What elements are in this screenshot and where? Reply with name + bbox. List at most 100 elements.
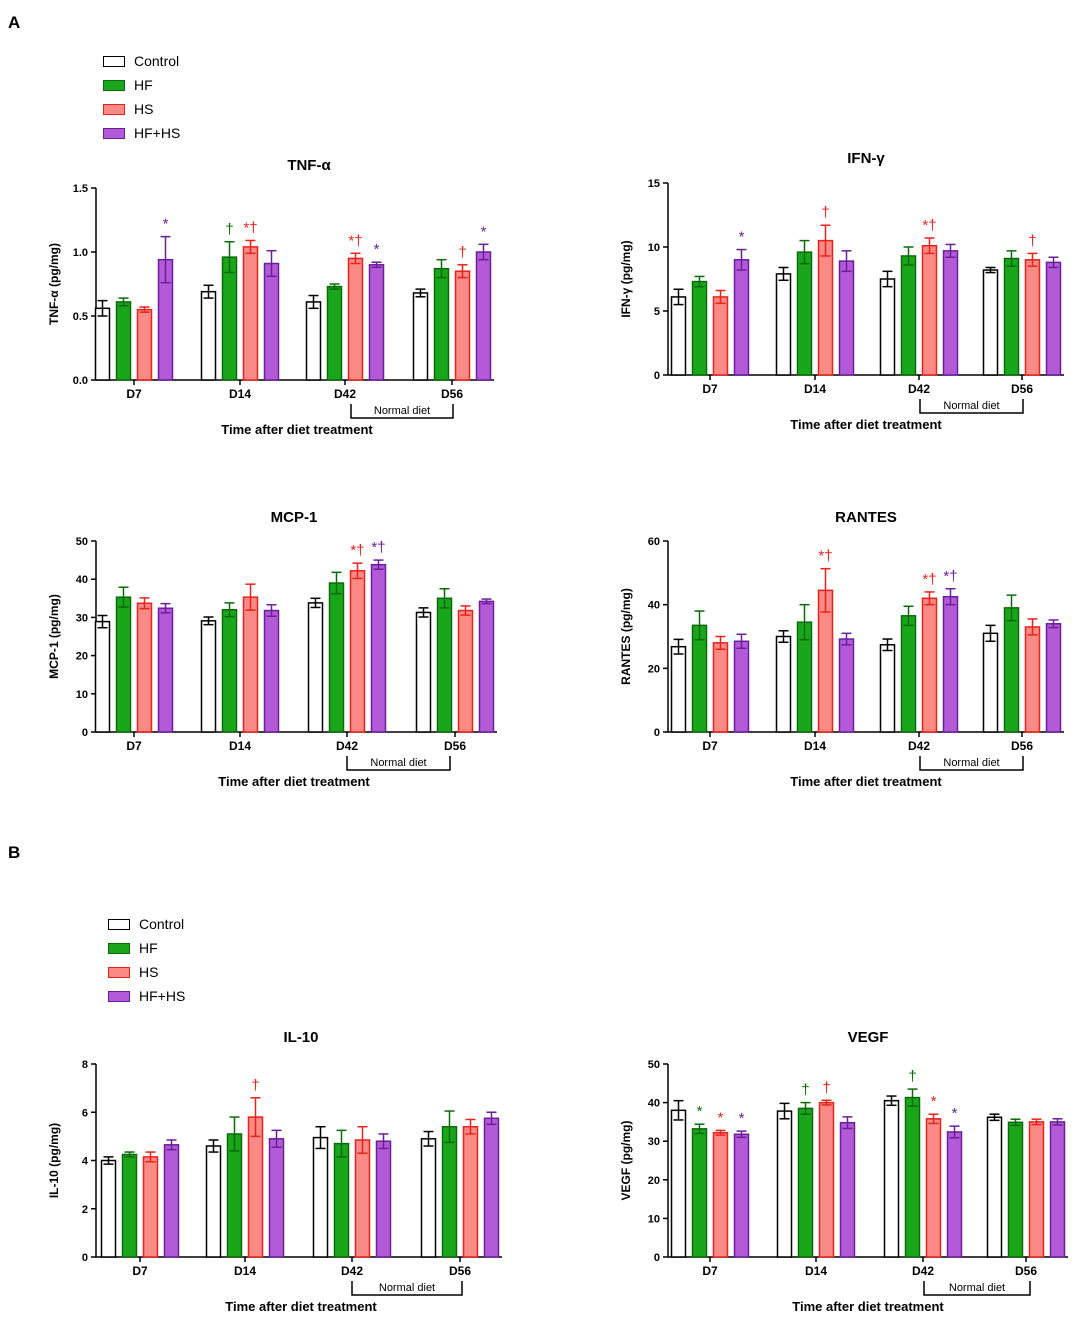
bar-hs <box>921 597 938 733</box>
x-tick-label: D7 <box>702 1264 718 1278</box>
y-tick-label: 60 <box>648 536 660 548</box>
significance-marker: * <box>718 1109 724 1126</box>
bar-hs <box>354 1139 371 1258</box>
bar-hf <box>904 1096 921 1258</box>
bar-hf-hs <box>733 259 750 376</box>
bar-hf-hs <box>733 640 750 733</box>
bar-hs <box>818 1101 835 1258</box>
significance-marker: * <box>374 241 380 258</box>
x-axis-label: Time after diet treatment <box>790 417 942 432</box>
legend-label: HF <box>139 940 158 956</box>
bar-hf <box>333 1142 350 1258</box>
x-tick-label: D7 <box>132 1264 148 1278</box>
x-tick-label: D56 <box>1011 382 1033 396</box>
chart-title: MCP-1 <box>271 509 318 526</box>
bar-hs <box>136 602 153 733</box>
bar-hf-hs <box>157 607 174 733</box>
y-tick-label: 6 <box>82 1107 88 1119</box>
significance-marker: *† <box>943 568 957 585</box>
bar-hs <box>349 570 366 733</box>
bar-hs <box>712 296 729 376</box>
bar-hf <box>115 301 132 381</box>
y-tick-label: 0 <box>654 370 660 382</box>
significance-marker: * <box>739 1110 745 1127</box>
y-tick-label: 10 <box>648 242 660 254</box>
bar-hs <box>817 239 834 376</box>
bar-control <box>670 296 687 376</box>
bar-hs <box>462 1125 479 1258</box>
x-tick-label: D7 <box>126 387 142 401</box>
bracket-label: Normal diet <box>379 1282 435 1294</box>
bar-hf-hs <box>942 250 959 376</box>
normal-diet-bracket <box>351 1281 463 1296</box>
significance-marker: † <box>458 244 466 261</box>
x-tick-label: D14 <box>234 1264 256 1278</box>
bar-hf <box>221 609 238 733</box>
legend-item-hf-hs: HF+HS <box>103 121 180 145</box>
significance-marker: *† <box>348 232 362 249</box>
bar-hf <box>691 280 708 376</box>
y-axis-label: IL-10 (pg/mg) <box>47 1123 61 1198</box>
chart-title: IFN-γ <box>847 150 885 167</box>
significance-marker: † <box>801 1082 809 1099</box>
legend-label: Control <box>134 53 180 69</box>
bar-hf-hs <box>733 1133 750 1258</box>
normal-diet-bracket <box>919 399 1024 414</box>
bar-hf <box>900 255 917 376</box>
x-tick-label: D42 <box>334 387 356 401</box>
bar-hf-hs <box>838 260 855 376</box>
significance-marker: † <box>908 1068 916 1085</box>
x-tick-label: D56 <box>441 387 463 401</box>
x-tick-label: D56 <box>444 739 466 753</box>
bar-hf-hs <box>368 264 385 381</box>
bar-hf-hs <box>946 1131 963 1258</box>
bracket-label: Normal diet <box>943 400 999 412</box>
significance-marker: *† <box>243 219 257 236</box>
bar-hf <box>328 582 345 733</box>
normal-diet-bracket <box>919 756 1024 771</box>
bar-hf-hs <box>1045 261 1062 376</box>
legend-swatch-hf-hs <box>108 990 130 1002</box>
bar-hs <box>1024 259 1041 376</box>
y-tick-label: 1.0 <box>73 247 88 259</box>
y-tick-label: 0 <box>82 1252 88 1264</box>
bar-control <box>94 620 111 733</box>
bar-hf-hs <box>475 251 492 381</box>
chart-title: VEGF <box>848 1029 889 1046</box>
y-tick-label: 8 <box>82 1059 88 1071</box>
legend-item-hf: HF <box>108 936 185 960</box>
bar-hf <box>433 267 450 381</box>
bar-hf <box>441 1125 458 1258</box>
y-tick-label: 5 <box>654 306 660 318</box>
x-tick-label: D14 <box>804 382 826 396</box>
bar-control <box>986 1116 1003 1258</box>
y-tick-label: 0 <box>654 727 660 739</box>
bar-hs <box>454 270 471 381</box>
y-tick-label: 40 <box>76 574 88 586</box>
significance-marker: † <box>251 1077 259 1094</box>
bar-hf-hs <box>942 595 959 733</box>
y-tick-label: 20 <box>648 663 660 675</box>
bar-control <box>415 611 432 733</box>
y-tick-label: 10 <box>76 689 88 701</box>
bracket-label: Normal diet <box>370 757 426 769</box>
x-axis-label: Time after diet treatment <box>790 774 942 789</box>
x-tick-label: D7 <box>702 382 718 396</box>
y-tick-label: 15 <box>648 178 660 190</box>
bar-hs <box>457 609 474 733</box>
bar-control <box>670 1109 687 1258</box>
bar-hf <box>226 1133 243 1258</box>
legend-swatch-control <box>103 55 125 67</box>
bar-hf-hs <box>268 1138 285 1258</box>
bar-hs <box>142 1156 159 1258</box>
bar-hs <box>247 1116 264 1258</box>
bar-hf-hs <box>163 1144 180 1258</box>
bar-hf <box>1003 607 1020 733</box>
x-tick-label: D42 <box>908 739 930 753</box>
chart-title: TNF-α <box>287 157 331 174</box>
significance-marker: * <box>739 229 745 246</box>
chart-title: IL-10 <box>283 1029 318 1046</box>
significance-marker: † <box>822 1079 830 1096</box>
bar-hf <box>691 624 708 733</box>
bar-control <box>775 273 792 376</box>
